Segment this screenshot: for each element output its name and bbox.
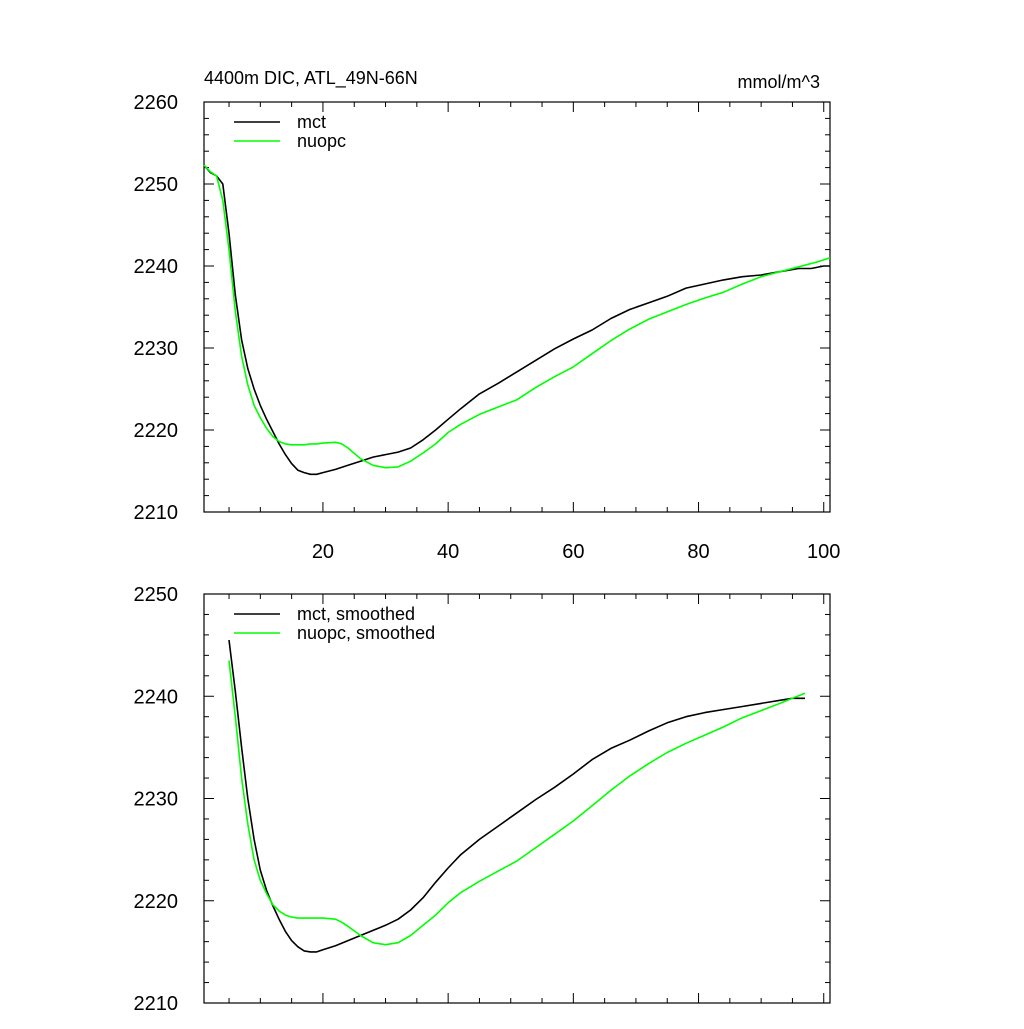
chart1-legend-label-nuopc: nuopc — [297, 131, 346, 151]
chart2-legend-label-nuopc-smoothed: nuopc, smoothed — [297, 623, 435, 643]
chart1-x-tick-label-80: 80 — [687, 541, 709, 563]
chart2-series-mct-smoothed-line — [228, 639, 805, 953]
chart2-legend-label-mct-smoothed: mct, smoothed — [297, 604, 415, 624]
chart1-x-tick-label-60: 60 — [562, 541, 584, 563]
chart2-y-tick-label-2220: 2220 — [134, 891, 179, 913]
top-panel: 2210 2220 2230 2240 2250 2260 20 40 60 80 100 4400m… — [134, 68, 841, 563]
chart1-y-tick-label-2240: 2240 — [134, 256, 179, 278]
chart1-legend-label-mct: mct — [297, 112, 326, 132]
chart2-frame — [203, 593, 831, 1004]
bottom-panel: 2210 2220 2230 2240 2250 mct, smoothednuopc, … — [134, 584, 831, 1015]
chart1-x-tick-label-40: 40 — [437, 541, 459, 563]
chart1-title: 4400m DIC, ATL_49N-66N — [204, 68, 418, 89]
chart1-series-nuopc-line — [203, 164, 831, 469]
chart1-y-tick-label-2220: 2220 — [134, 420, 179, 442]
chart1-y-tick-label-2260: 2260 — [134, 92, 179, 114]
chart1-x-tick-label-20: 20 — [312, 541, 334, 563]
chart1-y-tick-label-2250: 2250 — [134, 174, 179, 196]
chart2-y-tick-label-2230: 2230 — [134, 789, 179, 811]
chart1-y-tick-label-2210: 2210 — [134, 502, 179, 524]
chart1-frame — [203, 101, 831, 513]
chart1-x-tick-label-100: 100 — [807, 541, 840, 563]
chart2-y-tick-label-2240: 2240 — [134, 686, 179, 708]
chart2-y-tick-label-2210: 2210 — [134, 993, 179, 1015]
chart1-units: mmol/m^3 — [738, 72, 820, 92]
chart2-series-nuopc-smoothed-line — [228, 660, 806, 946]
chart1-series-mct-line — [203, 164, 830, 476]
chart1-y-tick-label-2230: 2230 — [134, 338, 179, 360]
chart2-y-tick-label-2250: 2250 — [134, 584, 179, 606]
